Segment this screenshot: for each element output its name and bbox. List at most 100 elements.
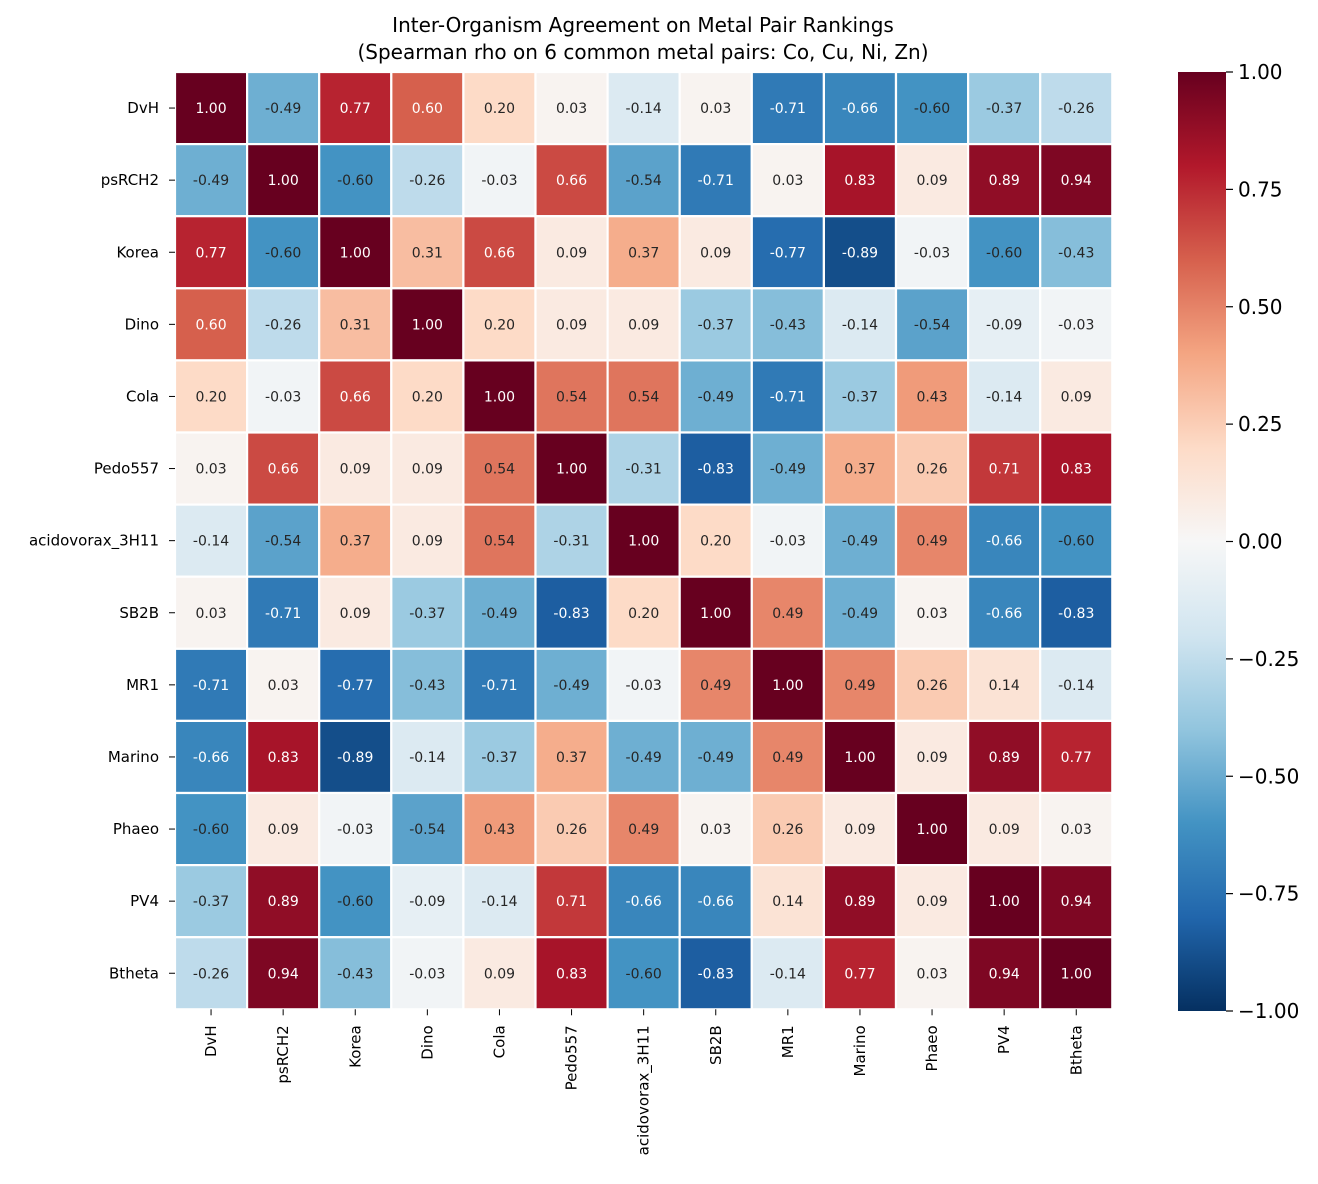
cell-value-label: -0.54 xyxy=(626,173,662,189)
cell-value-label: 0.03 xyxy=(556,101,587,117)
cell-value-label: 0.20 xyxy=(412,389,443,405)
row-label: MR1 xyxy=(126,676,159,694)
heatmap-cell xyxy=(534,143,609,218)
colorbar-tick-label: 0.25 xyxy=(1238,412,1283,436)
cell-value-label: -0.83 xyxy=(698,462,734,478)
cell-value-label: 0.49 xyxy=(772,750,803,766)
cell-value-label: 0.71 xyxy=(556,894,587,910)
cell-value-label: -0.14 xyxy=(1058,678,1094,694)
colorbar-tick-label: 0.75 xyxy=(1238,177,1283,201)
heatmap-cell xyxy=(390,791,465,867)
colorbar-gradient xyxy=(1178,72,1226,1011)
heatmap-cell xyxy=(1039,503,1114,578)
cell-value-label: 0.94 xyxy=(1061,894,1092,910)
cell-value-label: -0.14 xyxy=(481,894,517,910)
heatmap-cell xyxy=(894,575,970,650)
cell-value-label: -0.03 xyxy=(265,389,301,405)
cell-value-label: 0.14 xyxy=(989,678,1020,694)
cell-value-label: -0.14 xyxy=(626,101,662,117)
heatmap-cell xyxy=(534,863,609,939)
cell-value-label: -0.43 xyxy=(337,966,373,982)
cell-value-label: -0.66 xyxy=(626,894,662,910)
cell-value-label: -0.03 xyxy=(626,678,662,694)
cell-value-label: 1.00 xyxy=(484,389,515,405)
cell-value-label: 0.94 xyxy=(268,966,299,982)
heatmap-cell xyxy=(822,70,898,146)
cell-value-label: 0.94 xyxy=(989,966,1020,982)
heatmap-cell xyxy=(966,359,1042,434)
cell-value-label: -0.49 xyxy=(553,678,589,694)
cell-value-label: -0.60 xyxy=(265,245,301,261)
heatmap-cells: 1.00 -0.49 0.77 0.60 0.20 0.03 -0.14 0.03 -0.71 -… xyxy=(173,70,1114,1011)
cell-value-label: 1.00 xyxy=(628,534,659,550)
heatmap-cell xyxy=(822,431,898,506)
heatmap-cell xyxy=(390,143,465,218)
cell-value-label: -0.03 xyxy=(1058,317,1094,333)
heatmap-cell xyxy=(894,719,970,795)
cell-value-label: 0.89 xyxy=(989,173,1020,189)
cell-value-label: 1.00 xyxy=(195,101,226,117)
heatmap-cell xyxy=(966,575,1042,650)
row-label: Cola xyxy=(126,387,159,405)
cell-value-label: 0.54 xyxy=(484,534,515,550)
cell-value-label: 1.00 xyxy=(989,894,1020,910)
cell-value-label: 0.31 xyxy=(340,317,371,333)
colorbar-tick-label: 1.00 xyxy=(1238,60,1283,84)
cell-value-label: 0.77 xyxy=(1061,750,1092,766)
cell-value-label: -0.71 xyxy=(770,389,806,405)
cell-value-label: -0.83 xyxy=(1058,606,1094,622)
row-label: Pedo557 xyxy=(94,460,159,478)
row-label: Phaeo xyxy=(113,820,159,838)
cell-value-label: -0.71 xyxy=(193,678,229,694)
heatmap-cell xyxy=(462,215,537,290)
cell-value-label: 0.89 xyxy=(989,750,1020,766)
cell-value-label: -0.49 xyxy=(265,101,301,117)
heatmap-cell xyxy=(318,359,393,434)
cell-value-label: -0.14 xyxy=(193,534,229,550)
heatmap-cell xyxy=(1039,936,1114,1011)
column-label: PV4 xyxy=(995,1025,1013,1054)
cell-value-label: 0.09 xyxy=(844,822,875,838)
column-label: Korea xyxy=(346,1025,364,1068)
row-label: Korea xyxy=(116,243,159,261)
cell-value-label: -0.26 xyxy=(193,966,229,982)
heatmap-cell xyxy=(606,287,681,362)
row-label: SB2B xyxy=(119,604,159,622)
cell-value-label: 0.09 xyxy=(268,822,299,838)
heatmap-cell xyxy=(966,863,1042,939)
cell-value-label: -0.54 xyxy=(914,317,950,333)
cell-value-label: -0.71 xyxy=(481,678,517,694)
row-labels: DvH psRCH2 Korea Dino Cola Pedo557 acidovorax_… xyxy=(29,99,175,982)
cell-value-label: -0.49 xyxy=(626,750,662,766)
cell-value-label: 1.00 xyxy=(844,750,875,766)
cell-value-label: 0.43 xyxy=(484,822,515,838)
cell-value-label: -0.14 xyxy=(986,389,1022,405)
heatmap-cell xyxy=(462,719,537,795)
heatmap-cell xyxy=(822,215,898,290)
cell-value-label: 0.03 xyxy=(772,173,803,189)
heatmap-cell xyxy=(1039,863,1114,939)
cell-value-label: 1.00 xyxy=(556,462,587,478)
cell-value-label: 0.03 xyxy=(700,822,731,838)
heatmap-cell xyxy=(606,863,681,939)
heatmap-cell xyxy=(318,431,393,506)
chart-title: Inter-Organism Agreement on Metal Pair R… xyxy=(392,13,894,37)
cell-value-label: 1.00 xyxy=(268,173,299,189)
heatmap-cell xyxy=(750,143,825,218)
cell-value-label: -0.09 xyxy=(409,894,445,910)
heatmap-cell xyxy=(318,215,393,290)
cell-value-label: 0.94 xyxy=(1061,173,1092,189)
cell-value-label: -0.49 xyxy=(193,173,229,189)
colorbar-tick-label: −1.00 xyxy=(1238,999,1299,1023)
cell-value-label: 0.09 xyxy=(916,173,947,189)
cell-value-label: -0.03 xyxy=(481,173,517,189)
cell-value-label: -0.66 xyxy=(986,606,1022,622)
cell-value-label: 0.14 xyxy=(772,894,803,910)
cell-value-label: 0.77 xyxy=(340,101,371,117)
cell-value-label: 0.49 xyxy=(916,534,947,550)
cell-value-label: -0.03 xyxy=(409,966,445,982)
cell-value-label: -0.26 xyxy=(409,173,445,189)
cell-value-label: 0.60 xyxy=(195,317,226,333)
heatmap-cell xyxy=(318,503,393,578)
